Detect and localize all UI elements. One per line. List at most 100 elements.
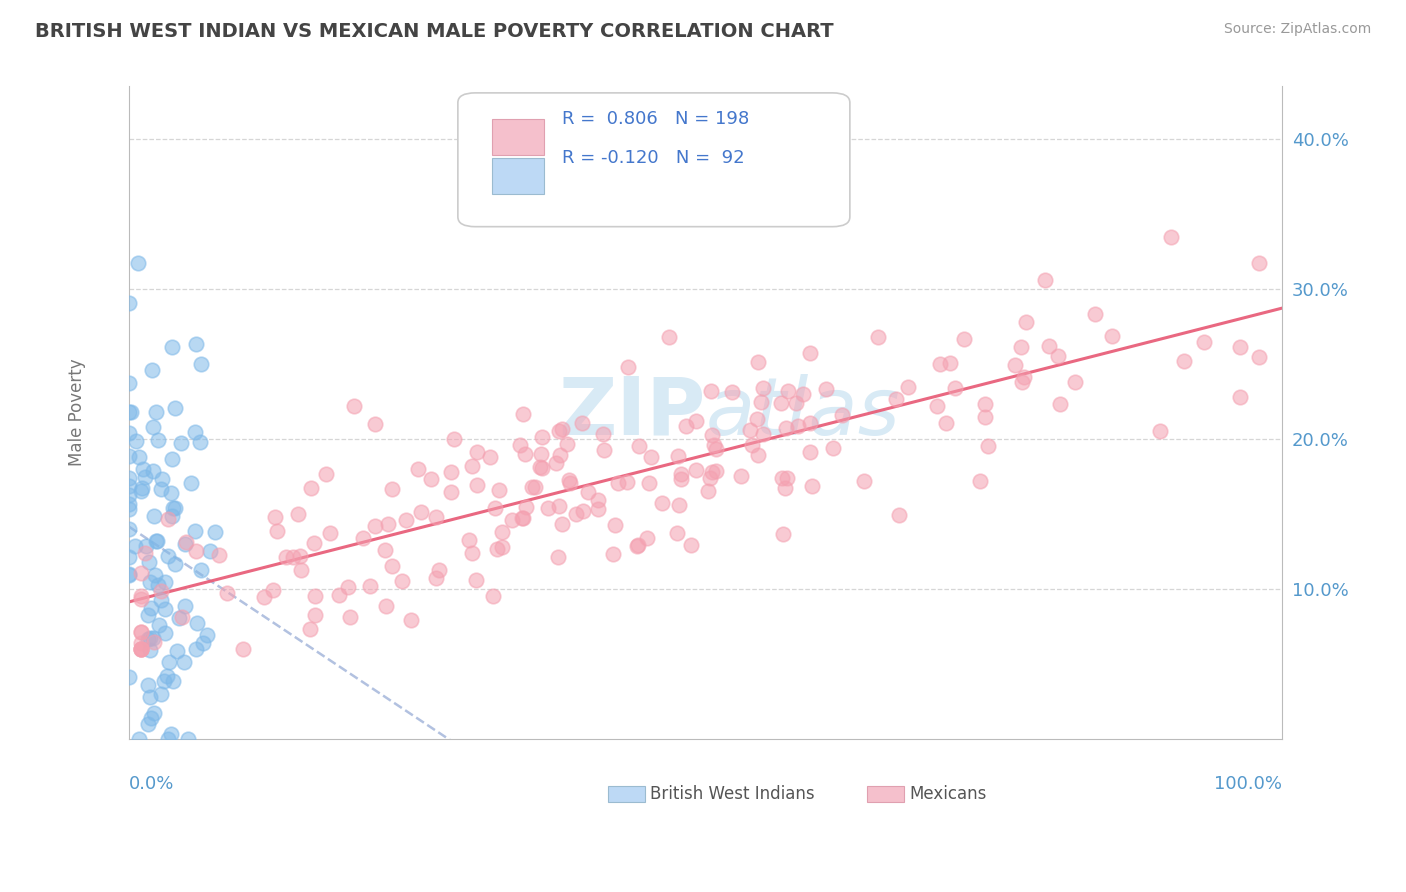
Point [288,549,311,563]
Point [406,461,429,475]
Point [512,510,534,524]
Point [785,396,807,410]
Point [868,329,890,343]
Point [799,417,821,431]
Point [302,536,325,550]
Point [129,624,152,639]
Point [195,628,218,642]
Point [547,550,569,565]
Point [555,437,578,451]
Point [160,340,183,354]
Point [741,438,763,452]
Point [537,500,560,515]
Point [440,484,463,499]
Point [551,516,574,531]
Point [520,480,543,494]
Point [129,642,152,657]
Point [150,593,173,607]
FancyBboxPatch shape [458,93,849,227]
Point [190,357,212,371]
Point [342,399,364,413]
Point [482,589,505,603]
Point [751,381,773,395]
Point [184,543,207,558]
Point [747,448,769,462]
Point [626,539,648,553]
Point [264,509,287,524]
Point [118,376,141,390]
Point [627,439,650,453]
Point [675,419,697,434]
Point [118,497,141,511]
Point [170,610,193,624]
Point [139,690,162,705]
Point [786,418,808,433]
Point [770,471,793,485]
Point [149,687,172,701]
Point [118,549,141,564]
Point [143,567,166,582]
Point [1049,397,1071,411]
Point [551,422,574,436]
Point [153,575,176,590]
Point [135,539,157,553]
Point [118,471,141,485]
Point [359,579,381,593]
Point [274,550,297,565]
Point [304,589,326,603]
Point [136,632,159,646]
Point [381,558,404,573]
Point [669,472,692,486]
Point [319,525,342,540]
Text: ZIP: ZIP [558,374,706,451]
Point [139,631,162,645]
Point [411,506,433,520]
Point [153,625,176,640]
Point [145,405,167,419]
Point [548,448,571,462]
Point [704,442,727,456]
Point [427,563,450,577]
Point [637,476,659,491]
Point [301,481,323,495]
Point [747,355,769,369]
Point [184,524,207,538]
Point [146,577,169,591]
Point [163,557,186,571]
Point [374,543,396,558]
Point [969,475,991,489]
Point [523,480,546,494]
Text: 0.0%: 0.0% [129,775,174,793]
Point [501,512,523,526]
Point [160,486,183,500]
Point [616,475,638,490]
Point [253,590,276,604]
Point [488,483,510,498]
Point [1038,339,1060,353]
Point [118,567,141,582]
Point [1004,358,1026,372]
Point [165,500,187,515]
Point [606,476,628,491]
Text: R = -0.120   N =  92: R = -0.120 N = 92 [561,149,744,167]
Point [118,405,141,419]
Point [149,482,172,496]
Point [571,504,593,518]
Point [530,461,553,475]
Point [700,465,723,479]
Point [943,381,966,395]
Point [128,450,150,465]
Point [685,413,707,427]
Point [118,449,141,463]
Point [775,481,797,495]
Point [897,380,920,394]
Point [509,438,531,452]
Point [530,447,553,461]
Point [118,522,141,536]
Point [617,360,640,375]
Point [636,531,658,545]
Point [170,436,193,450]
Point [153,673,176,688]
Point [146,533,169,548]
Point [159,727,181,741]
